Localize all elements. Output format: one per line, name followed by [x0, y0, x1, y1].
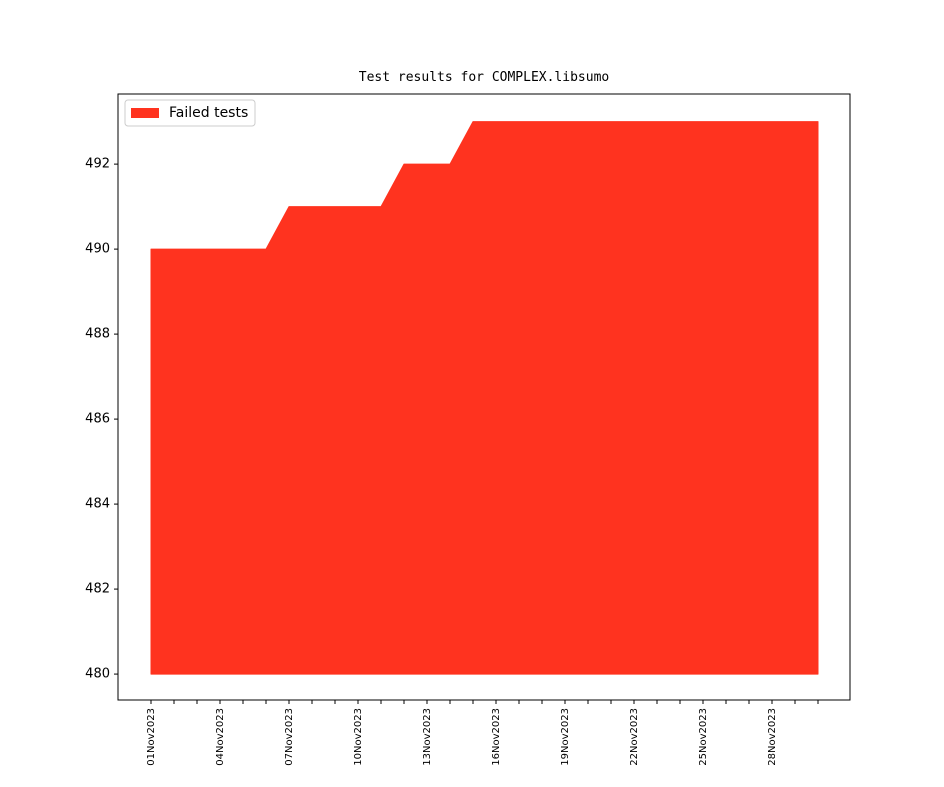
legend-label: Failed tests	[169, 105, 248, 121]
y-tick-label: 492	[85, 157, 110, 172]
legend-swatch	[131, 108, 159, 118]
y-tick-label: 490	[85, 242, 110, 257]
x-tick-label: 28Nov2023	[767, 708, 778, 766]
legend-box	[124, 99, 256, 127]
legend: Failed tests	[124, 99, 256, 127]
y-tick-label: 488	[85, 327, 110, 342]
plot-frame	[117, 93, 851, 701]
y-tick-label: 486	[85, 412, 110, 427]
y-tick-label: 484	[85, 497, 110, 512]
x-tick-label: 13Nov2023	[422, 708, 433, 766]
area	[150, 121, 819, 675]
y-tick-label: 480	[85, 667, 110, 682]
x-tick-label: 25Nov2023	[698, 708, 709, 766]
x-tick-label: 16Nov2023	[491, 708, 502, 766]
y-tick-label: 482	[85, 582, 110, 597]
x-tick-label: 19Nov2023	[560, 708, 571, 766]
x-tick-label: 22Nov2023	[629, 708, 640, 766]
chart-title: Test results for COMPLEX.libsumo	[359, 70, 609, 85]
x-tick-label: 07Nov2023	[284, 708, 295, 766]
x-tick-label: 01Nov2023	[146, 708, 157, 766]
x-tick-label: 10Nov2023	[353, 708, 364, 766]
x-tick-label: 04Nov2023	[215, 708, 226, 766]
